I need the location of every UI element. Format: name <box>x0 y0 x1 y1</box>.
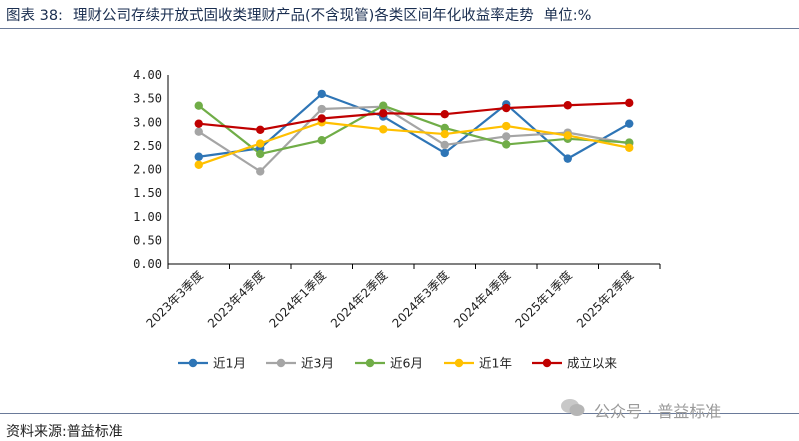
legend-swatch-marker <box>276 358 286 368</box>
data-point <box>440 110 449 119</box>
series-line <box>198 101 630 131</box>
chart-series <box>194 89 634 176</box>
data-point <box>563 131 572 140</box>
data-point <box>563 154 572 163</box>
x-tick-label: 2025年2季度 <box>573 268 636 331</box>
legend-label: 近1年 <box>479 356 512 371</box>
y-tick-label: 3.00 <box>133 115 162 129</box>
footer-divider <box>0 413 799 414</box>
data-point <box>440 123 449 133</box>
data-point <box>502 103 511 113</box>
x-tick-label: 2024年3季度 <box>389 268 452 331</box>
data-point <box>563 101 572 110</box>
data-point <box>317 104 326 114</box>
y-tick-label: 3.50 <box>133 92 162 106</box>
data-point <box>194 101 203 110</box>
legend-swatch-marker <box>542 358 552 368</box>
data-point <box>379 101 388 110</box>
legend-label: 近3月 <box>301 356 334 371</box>
chart-legend: 近1月 近3月 近6月 近1年 成立以来 <box>178 356 618 371</box>
data-point <box>440 140 449 150</box>
data-point <box>440 148 449 158</box>
chart-axes: 0.00 0.50 1.00 1.50 2.00 2.50 3.00 3.50 4.00 2023… <box>133 68 661 331</box>
x-tick-label: 2024年2季度 <box>327 268 390 331</box>
chart-header: 图表 38: 理财公司存续开放式固收类理财产品(不含现管)各类区间年化收益率走势单… <box>6 4 601 25</box>
legend-swatch-marker <box>188 358 198 368</box>
wechat-icon <box>561 399 585 416</box>
watermark: 公众号 · 普益标准 <box>594 402 722 421</box>
data-point <box>379 125 388 134</box>
x-tick-label: 2025年1季度 <box>512 268 575 331</box>
figure-label: 图表 38: <box>6 8 63 24</box>
x-tick-label: 2023年4季度 <box>204 268 267 331</box>
data-point <box>502 140 511 149</box>
data-point <box>440 129 449 139</box>
x-tick-label: 2024年1季度 <box>266 268 329 331</box>
y-tick-label: 1.50 <box>133 186 162 200</box>
data-point <box>625 98 634 108</box>
data-point <box>194 127 203 136</box>
data-point <box>194 160 203 169</box>
data-point <box>256 149 265 159</box>
header-divider <box>0 28 799 29</box>
legend-label: 近1月 <box>213 356 246 371</box>
y-tick-label: 2.50 <box>133 139 162 153</box>
data-point <box>256 125 265 135</box>
legend-swatch-marker <box>454 358 464 368</box>
data-point <box>379 109 388 118</box>
data-point <box>317 114 326 123</box>
data-point <box>317 89 326 99</box>
data-point <box>625 119 634 128</box>
source-note: 资料来源:普益标准 <box>6 424 123 440</box>
unit-label: 单位:% <box>543 8 592 24</box>
x-tick-label: 2024年4季度 <box>450 268 513 331</box>
y-tick-label: 2.00 <box>133 163 162 177</box>
legend-label: 成立以来 <box>567 356 618 371</box>
y-tick-label: 0.00 <box>133 257 162 271</box>
data-point <box>502 121 511 131</box>
y-tick-label: 0.50 <box>133 233 162 247</box>
data-point <box>194 152 203 161</box>
chart-title: 理财公司存续开放式固收类理财产品(不含现管)各类区间年化收益率走势 <box>72 8 534 24</box>
data-point <box>256 167 265 176</box>
y-tick-label: 1.00 <box>133 210 162 224</box>
series-line <box>198 121 630 166</box>
data-point <box>502 132 511 141</box>
y-tick-label: 4.00 <box>133 68 162 82</box>
series-line <box>198 104 630 156</box>
x-tick-label: 2023年3季度 <box>143 268 206 331</box>
data-point <box>194 119 203 128</box>
legend-label: 近6月 <box>390 356 423 371</box>
data-point <box>625 143 634 152</box>
data-point <box>317 136 326 145</box>
data-point <box>256 139 265 148</box>
legend-swatch-marker <box>365 358 375 368</box>
